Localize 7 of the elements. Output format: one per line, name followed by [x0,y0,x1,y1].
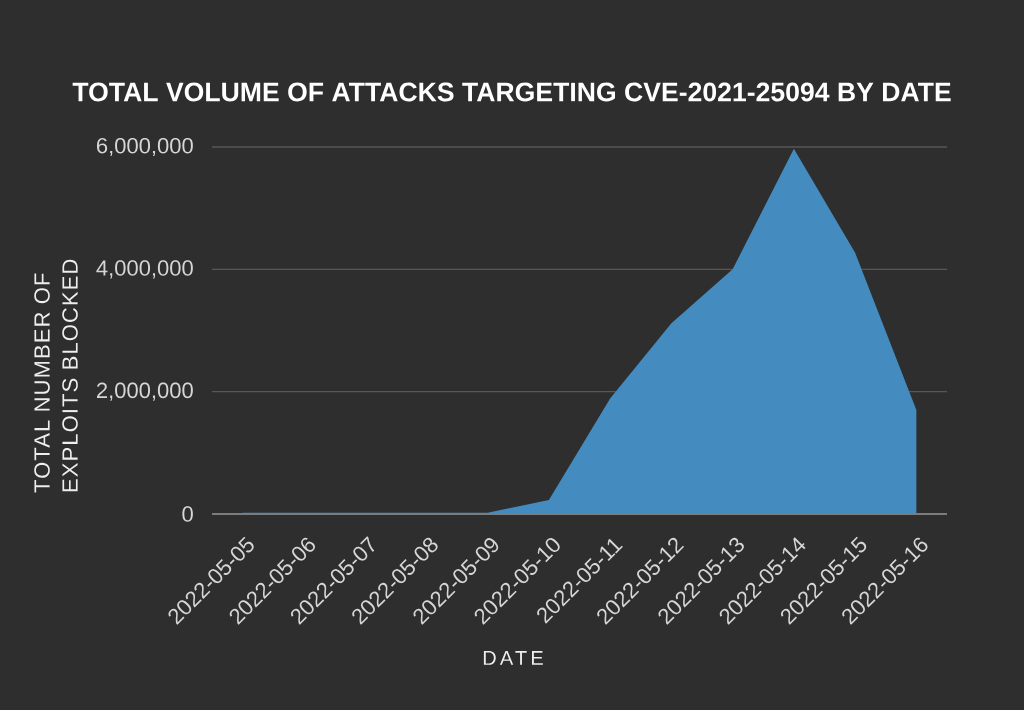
y-tick-label: 0 [182,506,193,522]
y-tick-label: 2,000,000 [96,382,193,401]
x-axis-title: DATE [483,651,543,665]
y-axis-title: TOTAL NUMBER OF EXPLOITS BLOCKED [34,259,78,493]
y-tick-label: 6,000,000 [96,137,193,157]
chart-title: TOTAL VOLUME OF ATTACKS TARGETING CVE-2021-25094 BY DATE [72,82,951,102]
y-tick-label: 4,000,000 [96,260,193,279]
